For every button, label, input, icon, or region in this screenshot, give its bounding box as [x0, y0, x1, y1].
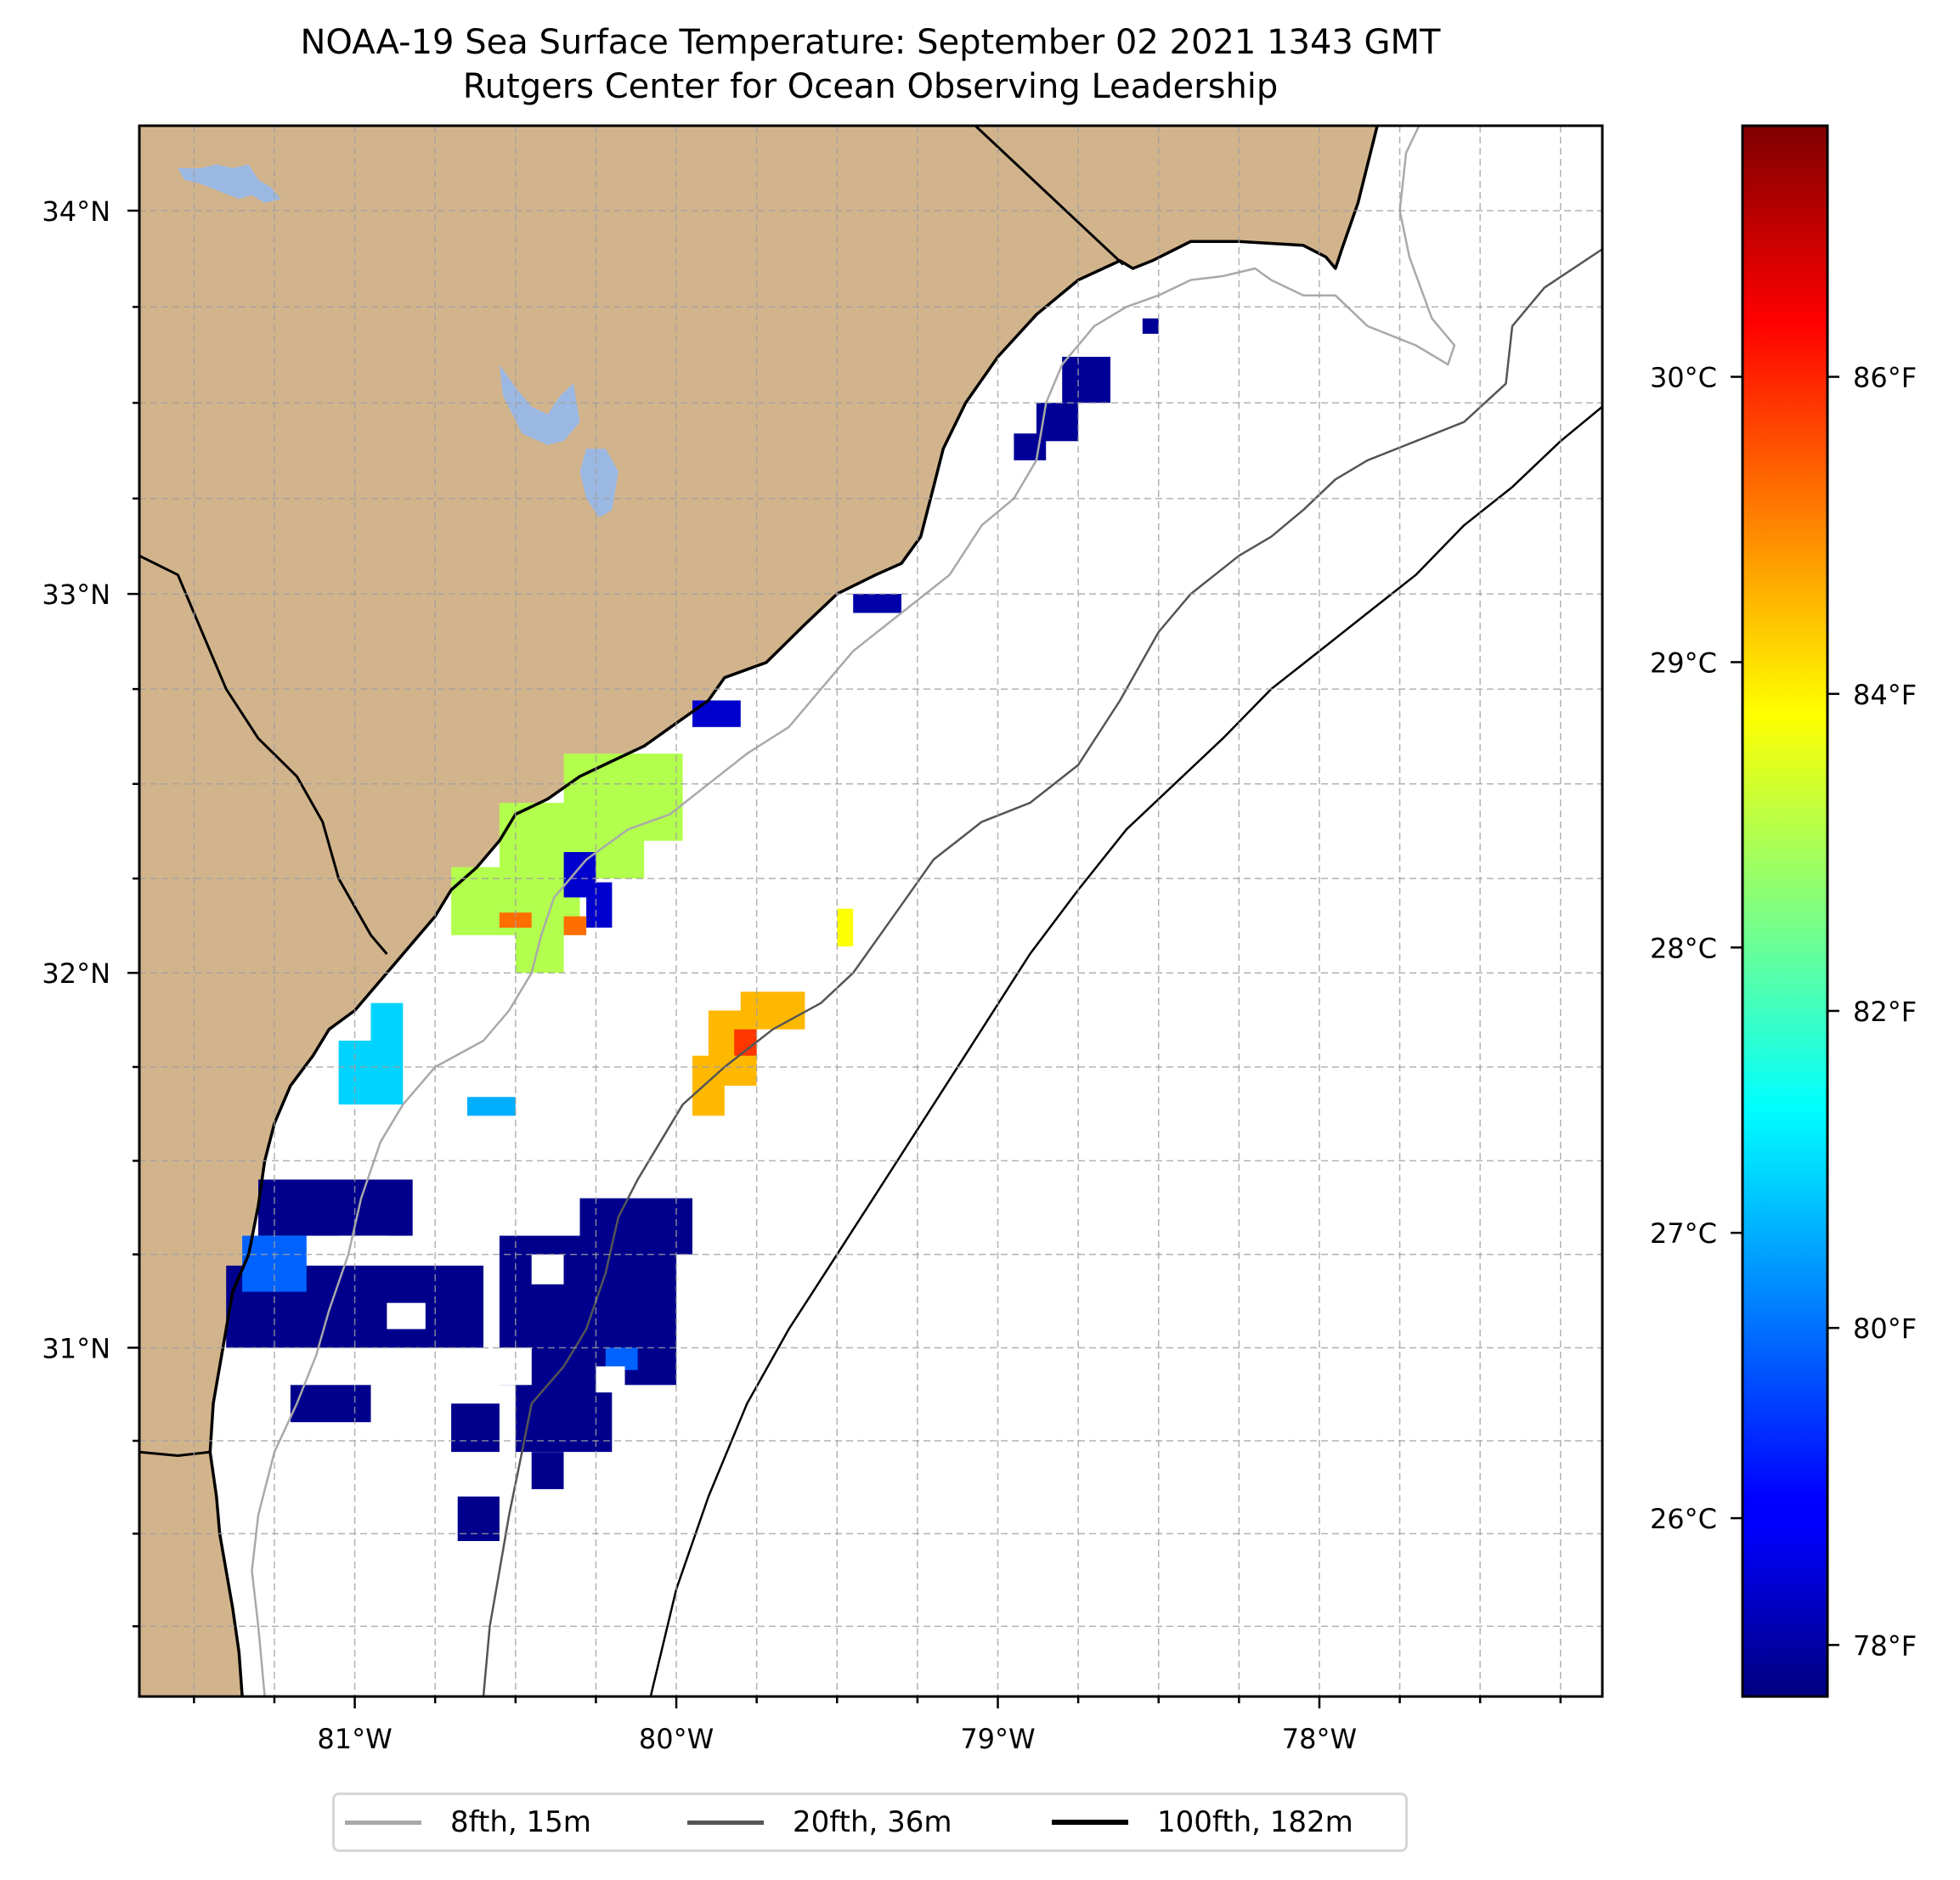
sst-layer: [226, 318, 1159, 1541]
x-tick-label: 79°W: [960, 1723, 1035, 1755]
lake-3: [579, 449, 619, 518]
sst-cell: [853, 594, 901, 613]
legend: 8fth, 15m 20fth, 36m 100fth, 182m: [332, 1792, 1408, 1852]
y-tick-label: 34°N: [42, 195, 110, 228]
sst-cell: [515, 927, 564, 974]
colorbar-label-f: 84°F: [1853, 679, 1917, 711]
legend-line-100fth: [1052, 1820, 1128, 1825]
sst-patch-st-helena-sound-warm: [499, 912, 587, 935]
sst-cell: [605, 1347, 638, 1370]
x-tick-label: 81°W: [317, 1723, 392, 1755]
legend-label: 8fth, 15m: [450, 1805, 591, 1839]
colorbar-label-f: 80°F: [1853, 1313, 1917, 1345]
sst-cell: [499, 912, 532, 928]
sst-gap: [387, 1302, 426, 1330]
sst-cell: [579, 1198, 692, 1255]
sst-patch-winyah: [853, 594, 901, 613]
x-tick-label: 80°W: [639, 1723, 714, 1755]
sst-cell: [531, 1452, 564, 1489]
lake-2: [499, 364, 580, 445]
sst-cell: [338, 1041, 404, 1105]
coastline: [208, 126, 1379, 1697]
legend-label: 100fth, 182m: [1157, 1805, 1353, 1839]
sst-cell: [1062, 357, 1110, 404]
colorbar-label-c: 27°C: [1650, 1217, 1717, 1250]
chart-title: NOAA-19 Sea Surface Temperature: Septemb…: [300, 23, 1441, 62]
y-tick-label: 33°N: [42, 579, 110, 611]
colorbar-label-f: 82°F: [1853, 996, 1917, 1028]
sst-gap: [483, 1347, 532, 1386]
sst-cell: [692, 1055, 725, 1116]
contour-8fth: [251, 126, 1456, 1697]
sst-cell: [837, 908, 854, 947]
sst-cell: [370, 1002, 404, 1041]
land-polygon: [139, 126, 1378, 1697]
y-tick-label: 31°N: [42, 1332, 110, 1364]
sst-cell: [586, 882, 613, 928]
state-border-2: [139, 554, 388, 955]
contour-100fth: [649, 405, 1602, 1697]
colorbar-label-c: 26°C: [1650, 1503, 1717, 1535]
sst-cell: [457, 1496, 500, 1541]
legend-line-8fth: [345, 1820, 421, 1825]
sst-patch-port-royal: [338, 1002, 404, 1105]
colorbar-label-c: 28°C: [1650, 932, 1717, 964]
lake-1: [178, 164, 281, 203]
legend-item-20fth: 20fth, 36m: [687, 1795, 952, 1849]
colorbar-label-c: 30°C: [1650, 362, 1717, 394]
legend-label: 20fth, 36m: [793, 1805, 952, 1839]
y-tick-label: 32°N: [42, 957, 110, 990]
state-border-3: [139, 1450, 211, 1457]
sst-cell: [563, 916, 587, 935]
colorbar: 26°C 27°C 28°C 29°C 30°C 78°F 80°F 82°F 84°F 86°F: [1650, 124, 1917, 1698]
sst-cell: [258, 1179, 413, 1236]
gridlines: [139, 126, 1602, 1697]
x-tick-label: 78°W: [1282, 1723, 1357, 1755]
x-axis: 81°W 80°W 79°W 78°W: [193, 1697, 1562, 1755]
coastline-layer: [139, 126, 1379, 1697]
colorbar-label-c: 29°C: [1650, 646, 1717, 679]
legend-item-8fth: 8fth, 15m: [345, 1795, 591, 1849]
sst-gap: [596, 1366, 625, 1393]
chart-subtitle: Rutgers Center for Ocean Observing Leade…: [462, 67, 1279, 106]
sst-cell: [451, 1403, 500, 1453]
sst-patch-cape-fear: [1014, 318, 1159, 460]
legend-item-100fth: 100fth, 182m: [1052, 1795, 1353, 1849]
land-layer: [139, 126, 1378, 1697]
legend-line-20fth: [687, 1820, 764, 1825]
colorbar-label-f: 86°F: [1853, 362, 1917, 394]
sst-cell: [692, 700, 741, 727]
y-axis: 34°N 33°N 32°N 31°N: [42, 195, 139, 1628]
colorbar-label-f: 78°F: [1853, 1629, 1917, 1662]
map-area: [139, 126, 1602, 1697]
sst-patch-charleston: [692, 700, 741, 727]
sst-gap: [531, 1254, 564, 1284]
sst-patch-offshore-small: [837, 908, 854, 947]
colorbar-gradient: [1741, 124, 1829, 1698]
sst-cell: [1142, 318, 1159, 334]
sst-patch-mid-small: [467, 1097, 516, 1116]
sst-cell: [467, 1097, 516, 1116]
map-frame: [138, 124, 1604, 1698]
state-border-1: [974, 126, 1125, 266]
sst-cell: [290, 1385, 371, 1423]
lakes-layer: [178, 164, 619, 518]
sst-patch-st-helena-sound-cool: [563, 852, 613, 928]
